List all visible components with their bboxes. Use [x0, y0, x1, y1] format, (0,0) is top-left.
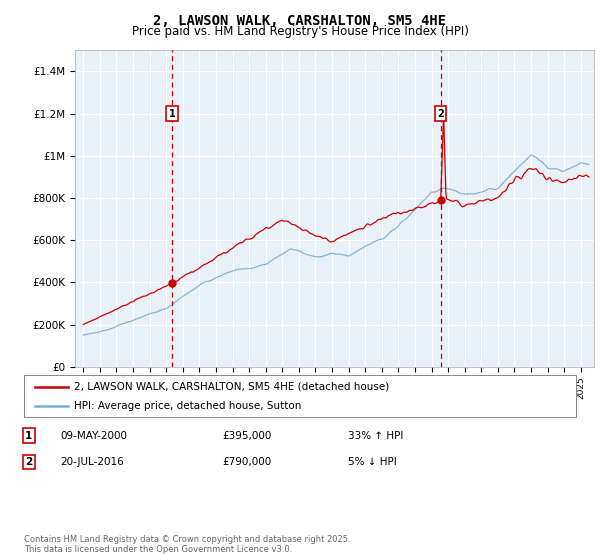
Text: £395,000: £395,000 — [222, 431, 271, 441]
Text: Price paid vs. HM Land Registry's House Price Index (HPI): Price paid vs. HM Land Registry's House … — [131, 25, 469, 38]
Text: 2, LAWSON WALK, CARSHALTON, SM5 4HE: 2, LAWSON WALK, CARSHALTON, SM5 4HE — [154, 14, 446, 28]
Text: 09-MAY-2000: 09-MAY-2000 — [60, 431, 127, 441]
Text: Contains HM Land Registry data © Crown copyright and database right 2025.
This d: Contains HM Land Registry data © Crown c… — [24, 535, 350, 554]
Text: 33% ↑ HPI: 33% ↑ HPI — [348, 431, 403, 441]
Text: 20-JUL-2016: 20-JUL-2016 — [60, 457, 124, 467]
Text: 2, LAWSON WALK, CARSHALTON, SM5 4HE (detached house): 2, LAWSON WALK, CARSHALTON, SM5 4HE (det… — [74, 381, 389, 391]
Text: HPI: Average price, detached house, Sutton: HPI: Average price, detached house, Sutt… — [74, 401, 301, 411]
Text: 2: 2 — [437, 109, 444, 119]
Text: 1: 1 — [25, 431, 32, 441]
Text: 2: 2 — [25, 457, 32, 467]
Text: £790,000: £790,000 — [222, 457, 271, 467]
Text: 1: 1 — [169, 109, 175, 119]
Text: 5% ↓ HPI: 5% ↓ HPI — [348, 457, 397, 467]
